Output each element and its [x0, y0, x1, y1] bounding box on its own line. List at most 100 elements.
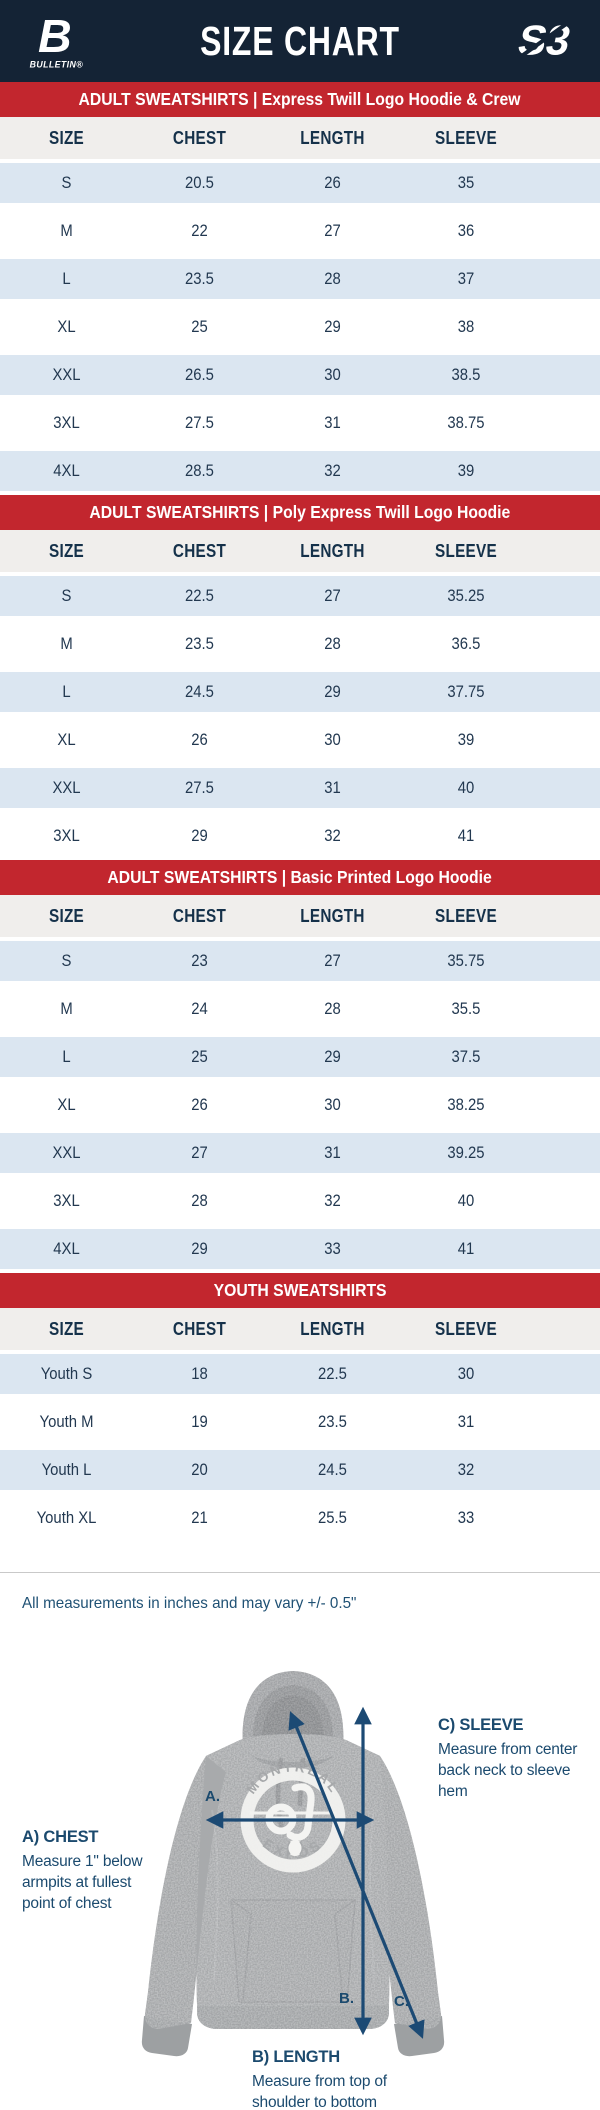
table-row: Youth M 19 23.5 31 — [0, 1402, 600, 1442]
table-cell: 32 — [324, 461, 341, 480]
table-cell: 25 — [191, 317, 208, 336]
header-cell: SIZE — [48, 540, 85, 561]
header-cell: CHEST — [172, 540, 227, 561]
table-cell: S — [61, 173, 72, 192]
sb-logo: S3 — [496, 15, 588, 67]
table-cell: L — [62, 269, 71, 288]
table-cell: 25 — [191, 1047, 208, 1066]
size-section-basic-printed: ADULT SWEATSHIRTS | Basic Printed Logo H… — [0, 860, 600, 1273]
table-cell: 25.5 — [318, 1508, 347, 1527]
size-table: S 23 27 35.75 M 24 28 35.5 L 25 29 37.5 XL 26 30 38.25 X… — [0, 937, 600, 1273]
chest-description: Measure 1" below armpits at fullest poin… — [22, 1853, 143, 1912]
section-banner: ADULT SWEATSHIRTS | Express Twill Logo H… — [0, 82, 600, 117]
table-row: XXL 27 31 39.25 — [0, 1133, 600, 1173]
marker-a: A. — [205, 1788, 220, 1805]
table-cell: 26.5 — [185, 365, 214, 384]
table-cell: 39.25 — [447, 1143, 485, 1162]
table-cell: 29 — [191, 826, 208, 845]
size-table: Youth S 18 22.5 30 Youth M 19 23.5 31 Youth L 20 2… — [0, 1350, 600, 1542]
table-cell: 29 — [324, 317, 341, 336]
table-cell: L — [62, 1047, 71, 1066]
table-row: 3XL 29 32 41 — [0, 816, 600, 856]
measurement-note: All measurements in inches and may vary … — [22, 1595, 357, 1612]
sleeve-arrow — [288, 1711, 425, 2039]
measurement-diagram: MONTRÉAL EXPOS A. B. — [0, 1660, 600, 2110]
table-cell: 27 — [324, 586, 341, 605]
table-cell: Youth M — [39, 1412, 94, 1431]
hoodie-illustration: MONTRÉAL EXPOS — [141, 1671, 445, 2057]
table-row: Youth S 18 22.5 30 — [0, 1354, 600, 1394]
page-title: SIZE CHART — [200, 17, 400, 64]
table-cell: 26 — [324, 173, 341, 192]
table-cell: M — [60, 999, 73, 1018]
table-cell: 37.75 — [447, 682, 485, 701]
measurement-arrows — [205, 1706, 425, 2039]
table-cell: 37.5 — [451, 1047, 481, 1066]
bulletin-wordmark: BULLETIN® — [30, 60, 84, 70]
header-cell: SIZE — [48, 1318, 85, 1339]
header-cell: LENGTH — [300, 540, 365, 561]
table-header-row: SIZE CHEST LENGTH SLEEVE — [0, 895, 600, 937]
header-cell: CHEST — [172, 127, 227, 148]
table-cell: 35.5 — [451, 999, 481, 1018]
table-row: M 24 28 35.5 — [0, 989, 600, 1029]
table-cell: 27 — [324, 221, 341, 240]
table-cell: XL — [57, 317, 76, 336]
table-row: S 22.5 27 35.25 — [0, 576, 600, 616]
table-cell: 33 — [457, 1508, 475, 1527]
table-cell: 23.5 — [185, 634, 214, 653]
table-row: XXL 27.5 31 40 — [0, 768, 600, 808]
table-cell: 35.75 — [447, 951, 485, 970]
table-cell: 41 — [457, 1239, 475, 1258]
table-cell: 32 — [324, 1191, 341, 1210]
table-cell: 40 — [457, 1191, 475, 1210]
table-cell: 3XL — [53, 413, 80, 432]
section-banner: ADULT SWEATSHIRTS | Poly Express Twill L… — [0, 495, 600, 530]
table-cell: 4XL — [53, 461, 80, 480]
header-cell: SLEEVE — [435, 540, 497, 561]
table-cell: 29 — [324, 1047, 341, 1066]
table-cell: XL — [57, 730, 76, 749]
table-cell: 24.5 — [185, 682, 214, 701]
table-cell: 21 — [191, 1508, 208, 1527]
table-cell: Youth XL — [36, 1508, 97, 1527]
table-cell: 31 — [324, 778, 341, 797]
header-cell: LENGTH — [300, 127, 365, 148]
sb-logo-icon: S3 — [514, 17, 575, 63]
table-row: L 25 29 37.5 — [0, 1037, 600, 1077]
section-banner: YOUTH SWEATSHIRTS — [0, 1273, 600, 1308]
length-label: B) LENGTH — [252, 2048, 341, 2066]
table-cell: 28.5 — [185, 461, 214, 480]
header-cell: SLEEVE — [435, 127, 497, 148]
table-cell: 23.5 — [185, 269, 214, 288]
table-cell: M — [60, 221, 73, 240]
section-banner-text: YOUTH SWEATSHIRTS — [213, 1280, 387, 1300]
table-cell: 40 — [457, 778, 475, 797]
table-cell: M — [60, 634, 73, 653]
table-cell: 31 — [324, 1143, 341, 1162]
table-cell: 24.5 — [318, 1460, 347, 1479]
table-row: M 22 27 36 — [0, 211, 600, 251]
table-row: Youth L 20 24.5 32 — [0, 1450, 600, 1490]
table-cell: 22.5 — [318, 1364, 347, 1383]
divider — [0, 1572, 600, 1573]
table-row: 4XL 28.5 32 39 — [0, 451, 600, 491]
chest-label-block: A) CHEST Measure 1" below armpits at ful… — [22, 1828, 150, 1914]
table-cell: 41 — [457, 826, 475, 845]
table-row: Youth XL 21 25.5 33 — [0, 1498, 600, 1538]
table-row: 3XL 28 32 40 — [0, 1181, 600, 1221]
garment-logo: MONTRÉAL EXPOS — [240, 1759, 346, 1873]
table-cell: 27.5 — [185, 413, 214, 432]
header-cell: CHEST — [172, 1318, 227, 1339]
length-description: Measure from top of shoulder to bottom o… — [252, 2073, 387, 2110]
table-cell: 28 — [324, 999, 341, 1018]
table-row: XL 25 29 38 — [0, 307, 600, 347]
table-cell: 22.5 — [185, 586, 214, 605]
size-section-poly-express: ADULT SWEATSHIRTS | Poly Express Twill L… — [0, 495, 600, 860]
table-cell: 18 — [191, 1364, 208, 1383]
size-section-express-twill: ADULT SWEATSHIRTS | Express Twill Logo H… — [0, 82, 600, 495]
table-cell: 39 — [457, 730, 475, 749]
table-cell: 36.5 — [451, 634, 481, 653]
table-cell: 27.5 — [185, 778, 214, 797]
length-label-block: B) LENGTH Measure from top of shoulder t… — [252, 2048, 392, 2110]
